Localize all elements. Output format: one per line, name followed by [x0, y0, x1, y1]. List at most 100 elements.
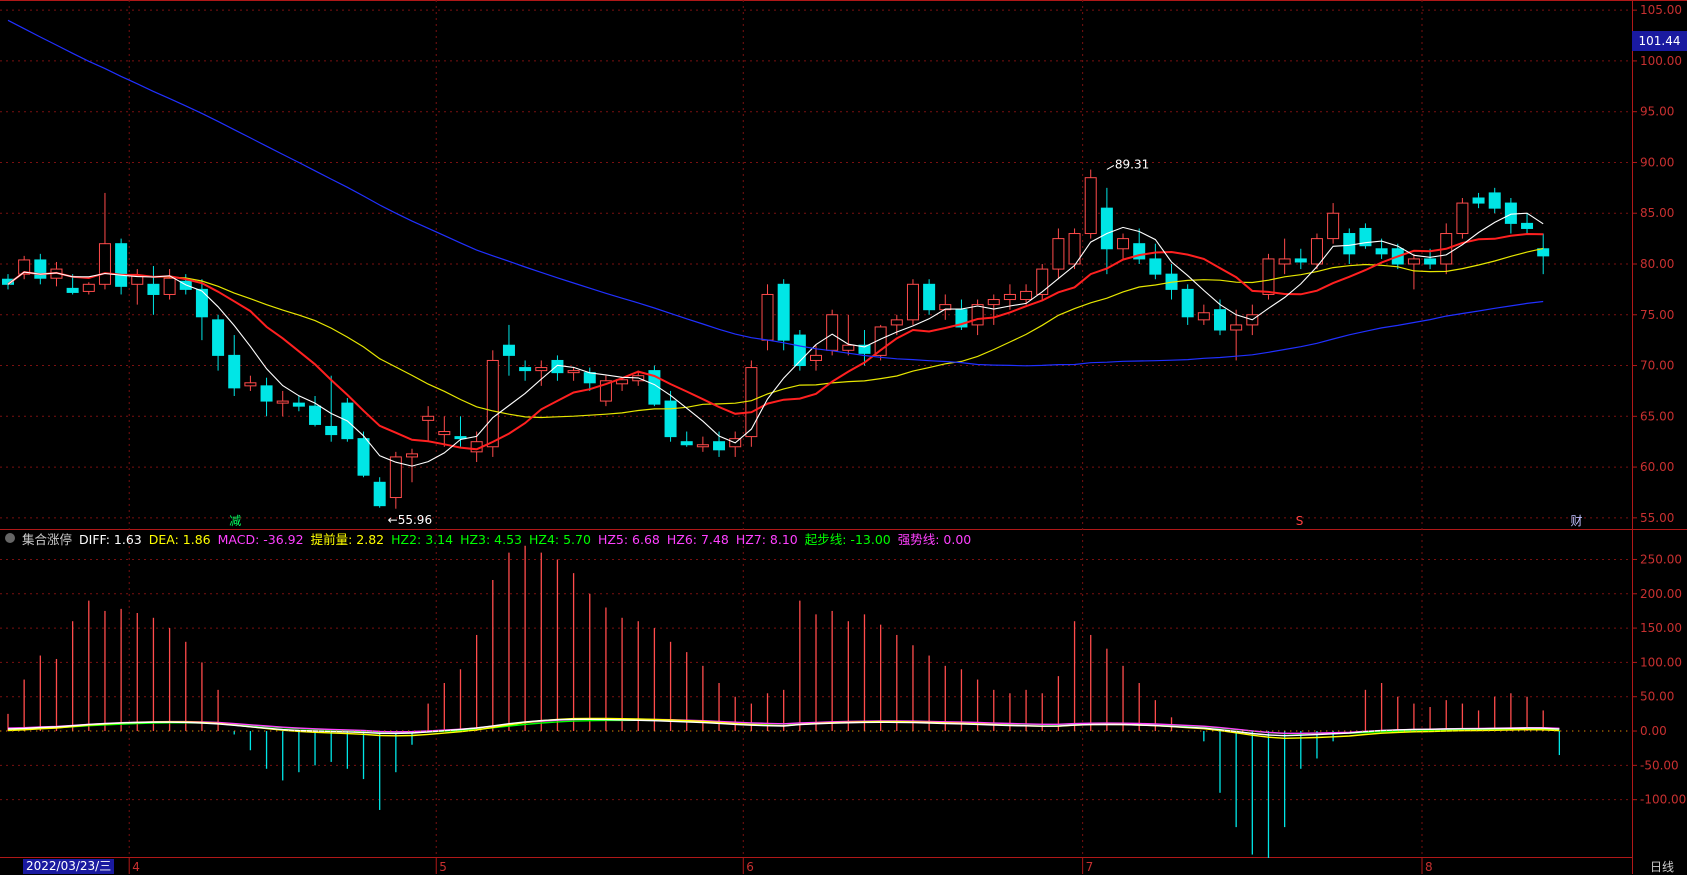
candle-up	[810, 354, 822, 361]
price-tick-label: 60.00	[1640, 460, 1674, 474]
candle-down	[115, 243, 128, 287]
candle-up	[826, 314, 839, 351]
candle-up	[1020, 290, 1033, 301]
indicator-value: HZ7: 8.10	[735, 531, 798, 547]
indicator-value: HZ2: 3.14	[391, 531, 454, 547]
candle-up	[244, 382, 257, 387]
price-tick-label: 100.00	[1640, 54, 1682, 68]
event-marker: S	[1296, 514, 1304, 528]
candle-up	[1068, 233, 1081, 265]
cursor-date-tag: 2022/03/23/三	[23, 859, 115, 874]
month-label: 7	[1086, 860, 1094, 874]
candle-up	[18, 259, 31, 275]
candle-down	[260, 385, 273, 402]
price-tick-label: 95.00	[1640, 105, 1674, 119]
candle-up	[616, 379, 629, 385]
event-marker: 财	[1571, 514, 1583, 528]
month-label: 6	[746, 860, 754, 874]
candle-up	[842, 344, 855, 351]
candle-down	[955, 309, 968, 328]
candle-up	[98, 243, 111, 285]
macd-tick-label: 0.00	[1640, 724, 1667, 738]
candle-down	[228, 354, 241, 389]
hz-line-2	[7, 718, 1560, 734]
month-label: 4	[132, 860, 140, 874]
indicator-value: HZ6: 7.48	[666, 531, 729, 547]
candle-up	[1197, 312, 1210, 321]
candle-down	[793, 334, 806, 367]
indicator-toggle-icon[interactable]	[5, 533, 15, 543]
candle-down	[195, 288, 208, 318]
candle-up	[761, 293, 774, 341]
candle-down	[713, 441, 726, 451]
price-tick-label: 65.00	[1640, 409, 1674, 423]
price-tick-label: 105.00	[1640, 3, 1682, 17]
macd-tick-label: 150.00	[1640, 621, 1682, 635]
indicator-value: MACD: -36.92	[217, 531, 304, 547]
candle-down	[373, 481, 386, 507]
candle-up	[1117, 238, 1130, 250]
candle-up	[389, 456, 402, 499]
indicator-bar: 集合涨停 DIFF: 1.63 DEA: 1.86 MACD: -36.92 提前量:…	[0, 527, 978, 549]
macd-tick-label: 50.00	[1640, 690, 1674, 704]
candle-down	[66, 287, 79, 293]
month-label: 5	[439, 860, 447, 874]
event-marker: 减	[229, 514, 241, 528]
candle-up	[131, 275, 144, 285]
candle-down	[1214, 309, 1226, 331]
indicator-values: DIFF: 1.63 DEA: 1.86 MACD: -36.92 提前量: 2.82…	[79, 529, 978, 548]
candle-up	[486, 359, 499, 448]
candle-down	[664, 400, 677, 438]
indicator-value: DIFF: 1.63	[79, 531, 142, 547]
macd-tick-label: 250.00	[1640, 552, 1682, 566]
candle-up	[567, 370, 580, 374]
candle-down	[357, 438, 370, 476]
candle-up	[971, 304, 984, 326]
candle-down	[1294, 258, 1307, 263]
candle-up	[82, 283, 95, 292]
candle-down	[551, 359, 564, 374]
diff-line	[7, 718, 1560, 737]
candle-up	[745, 367, 758, 438]
candle-up	[890, 319, 903, 326]
candle-down	[1521, 222, 1534, 229]
candle-up	[1003, 293, 1016, 301]
macd-tick-label: 200.00	[1640, 587, 1682, 601]
candle-up	[276, 400, 289, 404]
macd-tick-label: -100.00	[1640, 793, 1686, 807]
candle-down	[1375, 248, 1388, 255]
candle-down	[309, 405, 322, 425]
candle-down	[1149, 258, 1162, 275]
indicator-name[interactable]: 集合涨停	[22, 531, 73, 547]
candle-down	[502, 344, 515, 356]
indicator-value: DEA: 1.86	[148, 531, 211, 547]
ma5-line	[7, 212, 1544, 467]
current-price-tag: 101.44	[1632, 31, 1687, 51]
candle-down	[680, 441, 693, 446]
candle-down	[648, 370, 661, 405]
candle-up	[1262, 258, 1275, 295]
indicator-value: 提前量: 2.82	[310, 531, 385, 547]
candle-up	[1278, 258, 1291, 265]
candle-down	[583, 372, 596, 384]
timeframe-label[interactable]: 日线	[1650, 860, 1675, 874]
candle-down	[1100, 207, 1113, 250]
candle-down	[1181, 288, 1194, 318]
candle-up	[1230, 324, 1243, 331]
candle-down	[1424, 258, 1437, 265]
candle-down	[34, 259, 47, 279]
candle-down	[1504, 202, 1517, 224]
candle-down	[519, 367, 532, 372]
price-tick-label: 55.00	[1640, 511, 1674, 525]
candle-up	[906, 283, 919, 321]
ma60-line	[7, 19, 1544, 367]
candle-down	[777, 283, 790, 341]
price-tick-label: 80.00	[1640, 257, 1674, 271]
price-extreme-label: ←55.96	[388, 513, 432, 527]
candle-up	[438, 431, 451, 436]
ma10-line	[7, 232, 1544, 451]
candle-down	[1343, 233, 1356, 255]
ma20-line	[7, 247, 1544, 419]
price-tick-label: 90.00	[1640, 155, 1674, 169]
